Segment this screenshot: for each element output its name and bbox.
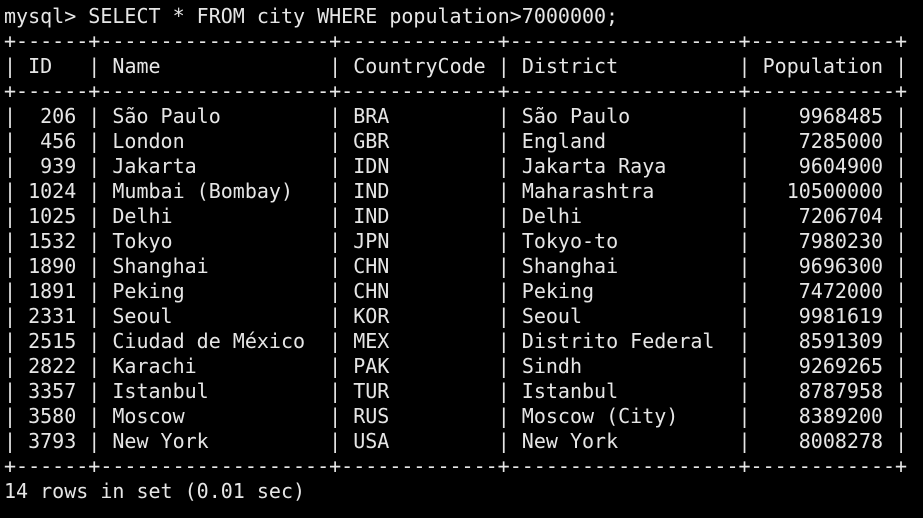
cell-district: Delhi xyxy=(521,204,583,228)
cell-population: 7472000 xyxy=(798,279,884,303)
cell-countrycode: CHN xyxy=(353,254,390,278)
table-row: | 3357 | Istanbul | TUR | Istanbul | 878… xyxy=(4,379,908,403)
mysql-prompt: mysql> xyxy=(4,4,89,28)
cell-name: Delhi xyxy=(112,204,173,228)
cell-id: 2331 xyxy=(28,304,77,328)
cell-population: 7285000 xyxy=(798,129,884,153)
cell-id: 1532 xyxy=(28,229,77,253)
cell-id: 3357 xyxy=(28,379,77,403)
header-population: Population xyxy=(762,54,884,78)
cell-id: 3793 xyxy=(28,429,77,453)
table-body: | 206 | São Paulo | BRA | São Paulo | 99… xyxy=(4,104,923,454)
cell-district: Shanghai xyxy=(521,254,619,278)
cell-district: England xyxy=(521,129,607,153)
cell-population: 8787958 xyxy=(798,379,884,403)
cell-population: 9981619 xyxy=(798,304,884,328)
table-row: | 2822 | Karachi | PAK | Sindh | 9269265… xyxy=(4,354,908,378)
cell-name: New York xyxy=(112,429,209,453)
table-row: | 456 | London | GBR | England | 7285000… xyxy=(4,129,908,153)
cell-district: Jakarta Raya xyxy=(521,154,667,178)
cell-population: 9968485 xyxy=(798,104,884,128)
cell-id: 1025 xyxy=(28,204,77,228)
table-row: | 1025 | Delhi | IND | Delhi | 7206704 | xyxy=(4,204,908,228)
cell-countrycode: IDN xyxy=(353,154,390,178)
cell-population: 9269265 xyxy=(798,354,884,378)
cell-name: Ciudad de México xyxy=(112,329,306,353)
cell-population: 8591309 xyxy=(798,329,884,353)
table-row: | 3580 | Moscow | RUS | Moscow (City) | … xyxy=(4,404,908,428)
cell-id: 1890 xyxy=(28,254,77,278)
cell-district: Seoul xyxy=(521,304,583,328)
cell-name: Moscow xyxy=(112,404,185,428)
cell-population: 8389200 xyxy=(798,404,884,428)
sql-command: SELECT * FROM city WHERE population>7000… xyxy=(88,4,619,28)
cell-population: 9696300 xyxy=(798,254,884,278)
cell-countrycode: RUS xyxy=(353,404,390,428)
header-district: District xyxy=(521,54,619,78)
cell-district: Tokyo-to xyxy=(521,229,619,253)
cell-countrycode: MEX xyxy=(353,329,390,353)
cell-id: 1891 xyxy=(28,279,77,303)
cell-countrycode: IND xyxy=(353,179,390,203)
cell-id: 206 xyxy=(40,104,77,128)
table-row: | 206 | São Paulo | BRA | São Paulo | 99… xyxy=(4,104,908,128)
cell-district: Distrito Federal xyxy=(521,329,715,353)
cell-name: Jakarta xyxy=(112,154,197,178)
cell-population: 10500000 xyxy=(786,179,884,203)
cell-district: Istanbul xyxy=(521,379,619,403)
cell-population: 7980230 xyxy=(798,229,884,253)
cell-name: Peking xyxy=(112,279,185,303)
cell-district: New York xyxy=(521,429,619,453)
cell-name: Tokyo xyxy=(112,229,173,253)
cell-countrycode: TUR xyxy=(353,379,390,403)
cell-id: 3580 xyxy=(28,404,77,428)
cell-district: Moscow (City) xyxy=(521,404,679,428)
header-countrycode: CountryCode xyxy=(353,54,486,78)
cell-id: 2515 xyxy=(28,329,77,353)
cell-name: Istanbul xyxy=(112,379,209,403)
cell-name: Karachi xyxy=(112,354,197,378)
table-row: | 1890 | Shanghai | CHN | Shanghai | 969… xyxy=(4,254,908,278)
table-border-bottom: +------+-------------------+------------… xyxy=(4,454,908,478)
cell-countrycode: JPN xyxy=(353,229,390,253)
table-row: | 1891 | Peking | CHN | Peking | 7472000… xyxy=(4,279,908,303)
cell-name: Seoul xyxy=(112,304,173,328)
command-line: mysql> SELECT * FROM city WHERE populati… xyxy=(4,4,923,29)
cell-district: Maharashtra xyxy=(521,179,655,203)
cell-name: Mumbai (Bombay) xyxy=(112,179,294,203)
cell-countrycode: GBR xyxy=(353,129,390,153)
cell-countrycode: IND xyxy=(353,204,390,228)
cell-countrycode: BRA xyxy=(353,104,390,128)
table-row: | 939 | Jakarta | IDN | Jakarta Raya | 9… xyxy=(4,154,908,178)
cell-id: 1024 xyxy=(28,179,77,203)
cell-district: Sindh xyxy=(521,354,583,378)
table-row: | 2331 | Seoul | KOR | Seoul | 9981619 | xyxy=(4,304,908,328)
table-header-row: | ID | Name | CountryCode | District | P… xyxy=(4,54,908,78)
cell-population: 9604900 xyxy=(798,154,884,178)
cell-id: 2822 xyxy=(28,354,77,378)
cell-name: São Paulo xyxy=(112,104,221,128)
cell-name: London xyxy=(112,129,185,153)
cell-countrycode: CHN xyxy=(353,279,390,303)
cell-id: 939 xyxy=(40,154,77,178)
table-row: | 1024 | Mumbai (Bombay) | IND | Maharas… xyxy=(4,179,908,203)
cell-name: Shanghai xyxy=(112,254,209,278)
table-row: | 1532 | Tokyo | JPN | Tokyo-to | 798023… xyxy=(4,229,908,253)
cell-district: São Paulo xyxy=(521,104,631,128)
header-name: Name xyxy=(112,54,161,78)
table-row: | 2515 | Ciudad de México | MEX | Distri… xyxy=(4,329,908,353)
cell-countrycode: KOR xyxy=(353,304,390,328)
table-border-top: +------+-------------------+------------… xyxy=(4,29,908,53)
cell-id: 456 xyxy=(40,129,77,153)
cell-population: 7206704 xyxy=(798,204,884,228)
result-summary: 14 rows in set (0.01 sec) xyxy=(4,479,306,503)
cell-population: 8008278 xyxy=(798,429,884,453)
header-id: ID xyxy=(28,54,53,78)
cell-district: Peking xyxy=(521,279,595,303)
cell-countrycode: PAK xyxy=(353,354,390,378)
table-border-mid: +------+-------------------+------------… xyxy=(4,79,908,103)
cell-countrycode: USA xyxy=(353,429,390,453)
table-row: | 3793 | New York | USA | New York | 800… xyxy=(4,429,908,453)
